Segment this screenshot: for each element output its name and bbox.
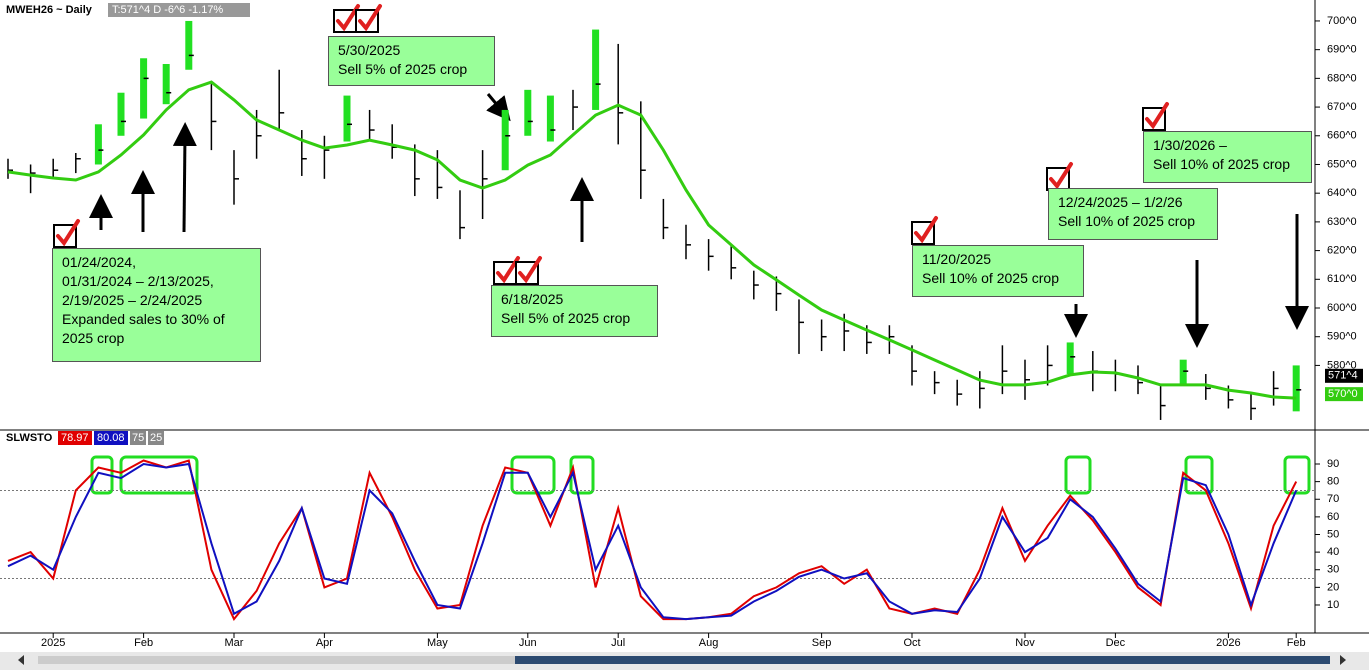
x-tick-label: Feb <box>134 637 153 649</box>
price-bar <box>117 92 125 136</box>
price-bar <box>343 95 351 142</box>
annotation-line: 01/31/2024 – 2/13/2025, <box>62 273 214 289</box>
y-tick-label: 650^0 <box>1327 158 1357 170</box>
moving-average <box>7 80 1297 400</box>
value-label: 78.97 <box>61 432 89 444</box>
y-tick-label: 620^0 <box>1327 245 1357 257</box>
annotation-line: Sell 10% of 2025 crop <box>922 270 1059 286</box>
y-tick-label: 580^0 <box>1327 359 1357 371</box>
chart-subtitle: T:571^4 D -6^6 -1.17% <box>112 4 223 16</box>
annotation-line: 5/30/2025 <box>338 42 401 58</box>
y-tick-label: 20 <box>1327 581 1339 593</box>
value-label: 80.08 <box>97 432 125 444</box>
annotation-box: 1/30/2026 – Sell 10% of 2025 crop <box>1143 131 1312 183</box>
ma-price-box <box>1325 387 1363 402</box>
annotation-line: Sell 5% of 2025 crop <box>338 61 468 77</box>
value-box <box>94 431 128 445</box>
check-icons <box>52 4 1169 286</box>
y-tick-label: 10 <box>1327 599 1339 611</box>
last-price-box <box>1325 368 1363 383</box>
y-tick-label: 630^0 <box>1327 216 1357 228</box>
price-bar <box>140 58 148 119</box>
y-tick-label: 40 <box>1327 546 1339 558</box>
stochastic-line <box>7 462 1298 621</box>
price-bar <box>546 95 554 142</box>
y-tick-label: 700^0 <box>1327 15 1357 27</box>
y-tick-label: 30 <box>1327 564 1339 576</box>
y-tick-label: 590^0 <box>1327 331 1357 343</box>
x-tick-label: Aug <box>699 637 719 649</box>
annotation-box: 5/30/2025 Sell 5% of 2025 crop <box>328 36 495 86</box>
annotation-box: 12/24/2025 – 1/2/26 Sell 10% of 2025 crop <box>1048 188 1218 240</box>
y-tick-label: 60 <box>1327 511 1339 523</box>
arrows <box>89 93 1309 348</box>
x-tick-label: 2025 <box>41 637 65 649</box>
price-bar <box>524 89 532 136</box>
x-tick-label: May <box>427 637 448 649</box>
scroll-right[interactable] <box>1340 655 1346 665</box>
ma-price-label: 570^0 <box>1328 388 1358 400</box>
price-bar <box>1292 365 1300 412</box>
price-bar <box>94 124 102 165</box>
y-tick-label: 50 <box>1327 528 1339 540</box>
price-bar <box>162 64 170 105</box>
annotation-line: 1/30/2026 – <box>1153 137 1227 153</box>
annotation-box: 11/20/2025 Sell 10% of 2025 crop <box>912 245 1084 297</box>
header-box <box>108 3 250 17</box>
level-box <box>130 431 146 445</box>
annotation-line: Sell 10% of 2025 crop <box>1153 156 1290 172</box>
level-box <box>148 431 164 445</box>
x-tick-label: Mar <box>225 637 244 649</box>
indicator-title: SLWSTO <box>6 432 53 444</box>
x-tick-label: Feb <box>1287 637 1306 649</box>
price-bar <box>185 20 193 70</box>
annotation-line: Expanded sales to 30% of <box>62 311 225 327</box>
x-tick-label: Nov <box>1015 637 1035 649</box>
annotation-line: 11/20/2025 <box>922 251 992 267</box>
level-label: 75 <box>132 432 144 444</box>
y-tick-label: 600^0 <box>1327 302 1357 314</box>
value-box <box>58 431 92 445</box>
last-price-label: 571^4 <box>1328 370 1358 382</box>
annotation-line: Sell 5% of 2025 crop <box>501 310 631 326</box>
highlight-boxes <box>90 455 1311 495</box>
scroll-left[interactable] <box>18 655 24 665</box>
annotation-line: 2/19/2025 – 2/24/2025 <box>62 292 203 308</box>
y-tick-label: 80 <box>1327 476 1339 488</box>
y-tick-label: 660^0 <box>1327 130 1357 142</box>
y-tick-label: 90 <box>1327 458 1339 470</box>
annotation-line: 2025 crop <box>62 330 125 346</box>
annotation-line: 01/24/2024, <box>62 254 136 270</box>
x-tick-label: Apr <box>316 637 333 649</box>
scroll-thumb[interactable] <box>515 656 1330 664</box>
annotation-line: Sell 10% of 2025 crop <box>1058 213 1195 229</box>
y-tick-label: 670^0 <box>1327 101 1357 113</box>
stochastic-line <box>7 459 1298 621</box>
y-tick-label: 640^0 <box>1327 187 1357 199</box>
annotation-line: 6/18/2025 <box>501 291 564 307</box>
price-bar <box>1179 359 1187 386</box>
annotation-line: 12/24/2025 – 1/2/26 <box>1058 194 1183 210</box>
x-tick-label: Oct <box>903 637 920 649</box>
price-bar <box>592 29 600 110</box>
x-tick-label: 2026 <box>1216 637 1240 649</box>
annotation-box: 01/24/2024, 01/31/2024 – 2/13/2025, 2/19/2… <box>52 248 261 362</box>
x-tick-label: Jun <box>519 637 537 649</box>
level-label: 25 <box>150 432 162 444</box>
chart-title: MWEH26 ~ Daily <box>6 4 93 16</box>
y-tick-label: 610^0 <box>1327 273 1357 285</box>
y-tick-label: 70 <box>1327 493 1339 505</box>
x-tick-label: Sep <box>812 637 832 649</box>
price-bar <box>501 109 509 171</box>
price-bar <box>1066 342 1074 375</box>
y-tick-label: 690^0 <box>1327 44 1357 56</box>
x-tick-label: Dec <box>1106 637 1126 649</box>
y-tick-label: 680^0 <box>1327 72 1357 84</box>
x-tick-label: Jul <box>611 637 625 649</box>
annotation-box: 6/18/2025 Sell 5% of 2025 crop <box>491 285 658 337</box>
